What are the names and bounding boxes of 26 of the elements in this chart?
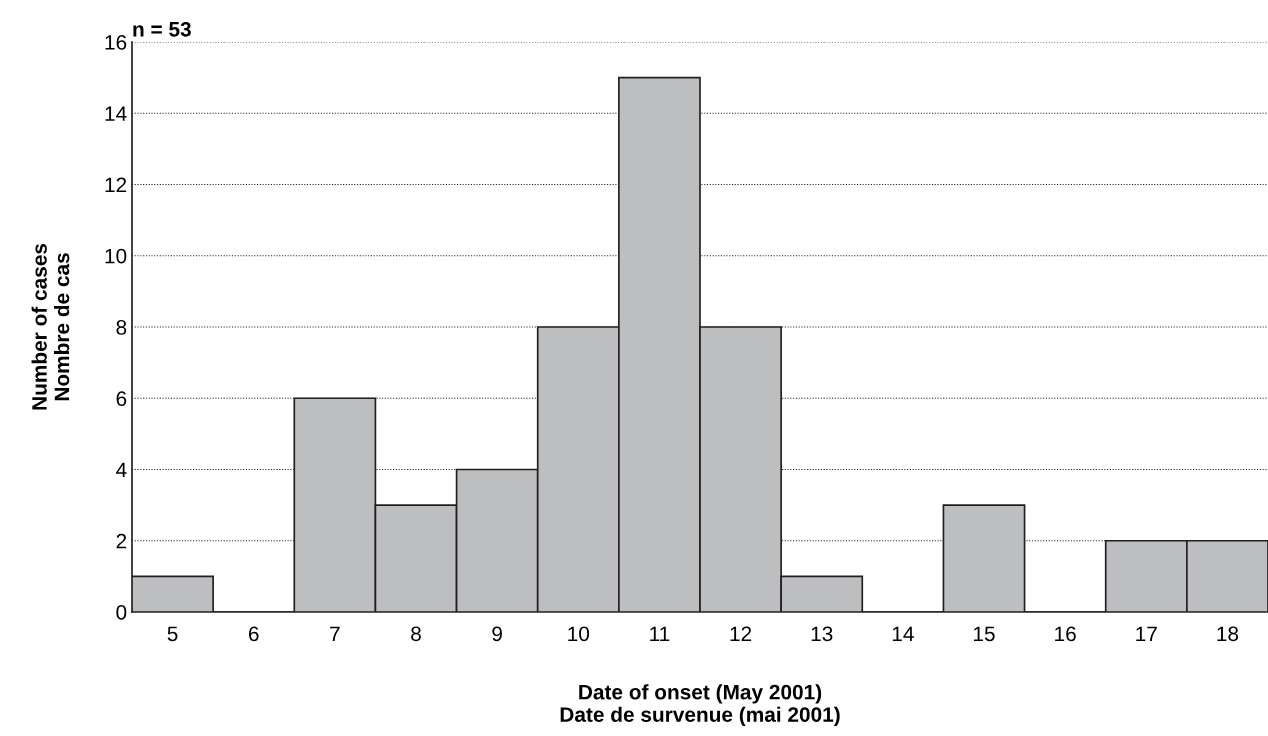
x-tick-label: 5 (167, 626, 178, 642)
x-tick-label: 9 (492, 626, 502, 642)
y-tick-label: 8 (116, 320, 127, 335)
x-tick-label: 12 (730, 626, 752, 641)
y-tick-label: 14 (105, 106, 127, 121)
y-axis-title: Number of cases Nombre de cas (31, 243, 70, 410)
y-tick-label: 12 (105, 177, 127, 193)
x-axis-title: Date of onset (May 2001) Date de survenue (mai 2001) (560, 684, 840, 727)
x-tick-label: 13 (811, 626, 833, 642)
x-tick-label: 7 (330, 626, 340, 641)
y-tick-label: 0 (116, 605, 127, 620)
x-tick-label: 15 (974, 626, 995, 642)
x-tick-label: 11 (650, 626, 670, 641)
y-tick-label: 2 (116, 533, 127, 549)
x-tick-label: 16 (1055, 626, 1076, 642)
y-tick-label: 10 (105, 248, 127, 264)
x-tick-label: 17 (1136, 626, 1157, 641)
y-tick-label: 6 (116, 391, 127, 406)
x-tick-label: 8 (411, 626, 421, 642)
x-tick-label: 6 (248, 626, 259, 642)
x-tick-label: 14 (892, 626, 914, 641)
y-tick-label: 4 (116, 462, 127, 478)
x-tick-label: 18 (1217, 626, 1239, 642)
x-tick-label: 10 (568, 626, 590, 642)
y-tick-label: 16 (105, 35, 127, 50)
chart-title: n = 53 (133, 21, 191, 37)
